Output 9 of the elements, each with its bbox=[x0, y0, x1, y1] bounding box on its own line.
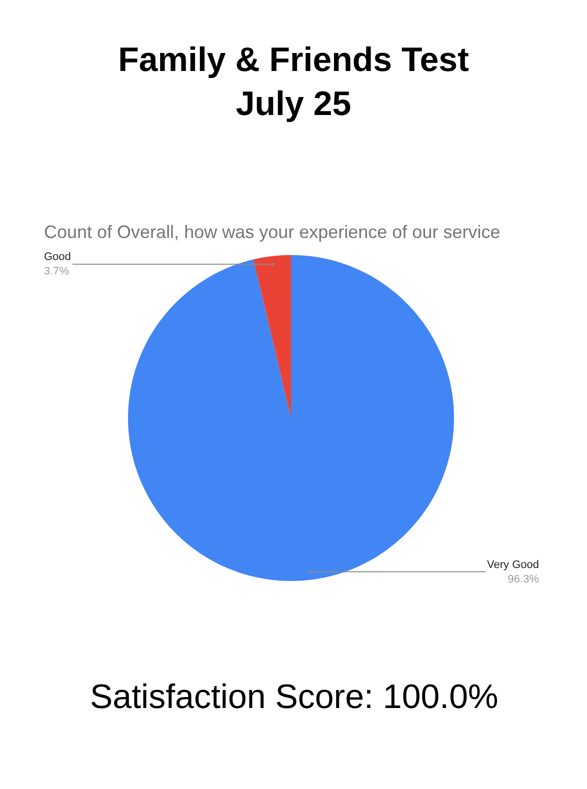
pie-slice bbox=[253, 255, 291, 418]
data-label: 3.7% bbox=[44, 265, 70, 278]
chart-subtitle: Count of Overall, how was your experience of our service bbox=[44, 222, 500, 242]
text: Satisfaction Score: 100.0% bbox=[90, 678, 498, 716]
slice-label: Good bbox=[44, 251, 71, 263]
chart-title: Family & Friends Test July 25 bbox=[118, 41, 469, 124]
pie-slice bbox=[128, 255, 454, 581]
slice-label: Very Good bbox=[487, 559, 539, 571]
data-label: 96.3% bbox=[508, 573, 540, 586]
